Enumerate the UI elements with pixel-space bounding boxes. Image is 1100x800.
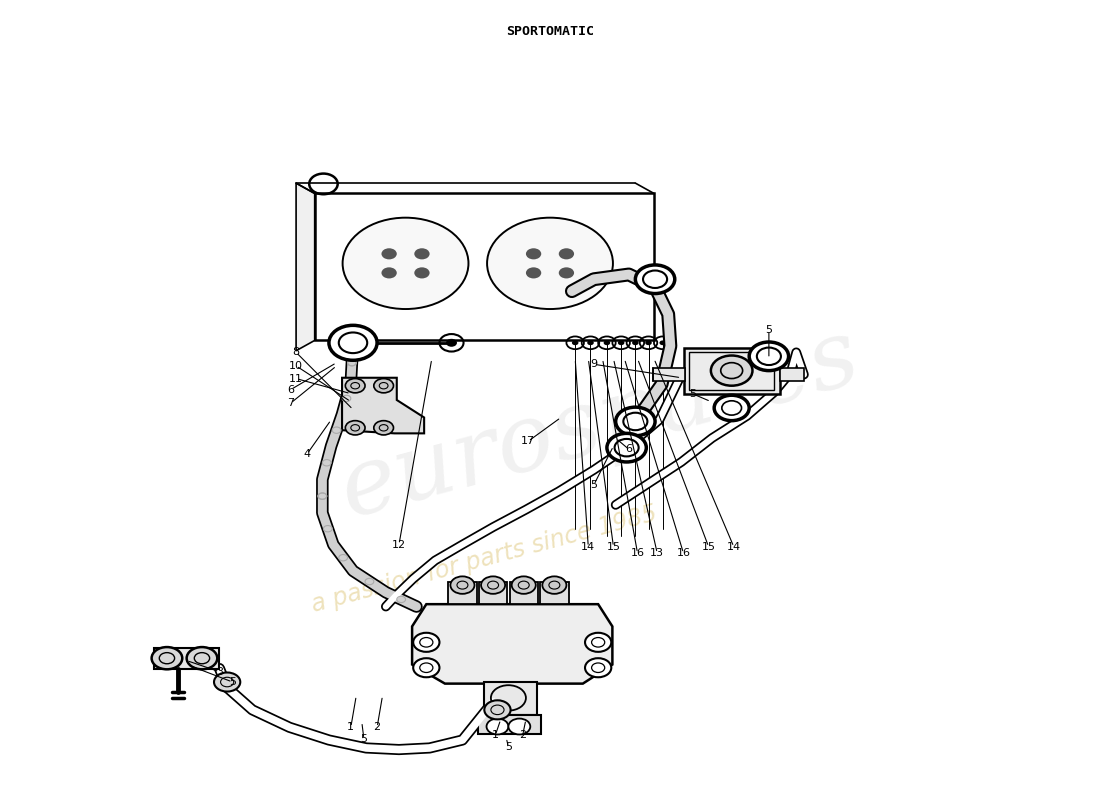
Text: 7: 7 (287, 398, 294, 408)
Text: a passion for parts since 1985: a passion for parts since 1985 (309, 501, 660, 617)
Circle shape (486, 718, 508, 734)
Bar (683, 347, 780, 394)
Bar (448, 582, 476, 604)
Text: 16: 16 (676, 548, 691, 558)
Circle shape (542, 576, 566, 594)
Text: 12: 12 (392, 539, 406, 550)
Ellipse shape (342, 218, 469, 309)
Circle shape (659, 341, 666, 345)
Text: 8: 8 (293, 347, 299, 358)
Text: 4: 4 (304, 449, 310, 459)
Circle shape (414, 633, 440, 652)
Text: 14: 14 (727, 542, 741, 552)
Text: eurospares: eurospares (331, 311, 870, 536)
Circle shape (559, 267, 574, 278)
Bar (509, 582, 538, 604)
Circle shape (714, 395, 749, 421)
Text: SPORTOMATIC: SPORTOMATIC (506, 25, 594, 38)
Circle shape (749, 342, 789, 370)
Polygon shape (315, 194, 654, 341)
Circle shape (345, 421, 365, 435)
Circle shape (481, 576, 505, 594)
Circle shape (484, 700, 510, 719)
Circle shape (382, 267, 397, 278)
Circle shape (374, 378, 394, 393)
Circle shape (415, 248, 430, 259)
Text: 5: 5 (229, 677, 236, 687)
Circle shape (646, 341, 652, 345)
Circle shape (607, 434, 647, 462)
Polygon shape (296, 183, 315, 350)
Bar (154, 648, 220, 669)
Circle shape (616, 407, 656, 436)
Text: 11: 11 (289, 374, 304, 383)
Circle shape (585, 633, 612, 652)
Text: 3: 3 (216, 666, 223, 677)
Bar (653, 368, 684, 381)
Circle shape (711, 355, 752, 386)
Circle shape (587, 341, 594, 345)
Text: 5: 5 (689, 389, 696, 398)
Circle shape (450, 576, 474, 594)
Circle shape (329, 326, 377, 360)
Circle shape (559, 248, 574, 259)
Text: 5: 5 (505, 742, 512, 752)
Text: 14: 14 (581, 542, 595, 552)
Polygon shape (412, 604, 613, 684)
Circle shape (152, 647, 183, 670)
Circle shape (585, 658, 612, 678)
Text: 5: 5 (591, 480, 597, 490)
Text: 1: 1 (492, 730, 498, 740)
Text: 5: 5 (766, 325, 772, 335)
Text: 13: 13 (650, 548, 664, 558)
Circle shape (632, 341, 639, 345)
Circle shape (572, 341, 579, 345)
Bar (780, 368, 804, 381)
Text: 10: 10 (289, 361, 304, 371)
Circle shape (604, 341, 611, 345)
Text: 5: 5 (361, 734, 367, 744)
Circle shape (446, 339, 456, 346)
Text: 17: 17 (521, 436, 536, 446)
Text: 16: 16 (630, 548, 645, 558)
Circle shape (636, 265, 674, 294)
Bar (484, 682, 537, 715)
Bar (478, 582, 507, 604)
Text: 6: 6 (625, 444, 632, 454)
Text: 1: 1 (348, 722, 354, 732)
Circle shape (187, 647, 218, 670)
Circle shape (526, 248, 541, 259)
Bar (477, 714, 541, 734)
Text: 15: 15 (702, 542, 716, 552)
Circle shape (508, 718, 530, 734)
Text: 6: 6 (287, 385, 294, 394)
Circle shape (618, 341, 625, 345)
Bar (689, 351, 774, 390)
Polygon shape (342, 378, 425, 434)
Circle shape (214, 673, 240, 691)
Circle shape (382, 248, 397, 259)
Text: 2: 2 (519, 730, 526, 740)
Circle shape (374, 421, 394, 435)
Ellipse shape (487, 218, 613, 309)
Circle shape (345, 378, 365, 393)
Circle shape (526, 267, 541, 278)
Text: 9: 9 (591, 359, 597, 370)
Circle shape (512, 576, 536, 594)
Text: 2: 2 (374, 722, 381, 732)
Text: 15: 15 (606, 542, 620, 552)
Bar (540, 582, 569, 604)
Circle shape (414, 658, 440, 678)
Circle shape (415, 267, 430, 278)
